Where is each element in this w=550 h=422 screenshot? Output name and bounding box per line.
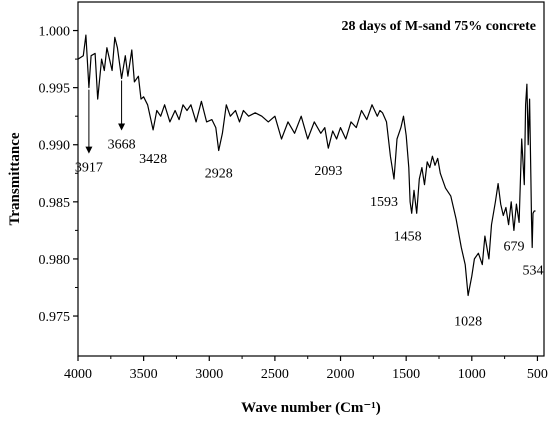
- peak-label: 3668: [108, 138, 136, 153]
- y-tick-label: 0.975: [39, 310, 71, 325]
- y-tick-label: 0.985: [39, 196, 71, 211]
- peak-label: 2093: [314, 164, 342, 179]
- x-tick-label: 4000: [64, 367, 92, 382]
- y-tick-label: 1.000: [39, 25, 71, 40]
- peak-label: 3428: [139, 152, 167, 167]
- peak-label: 3917: [75, 161, 103, 176]
- peak-arrow-head: [118, 123, 126, 131]
- y-tick-label: 0.995: [39, 82, 71, 97]
- y-tick-label: 0.990: [39, 139, 71, 154]
- x-axis-title: Wave number (Cm⁻¹): [241, 400, 381, 416]
- x-tick-label: 3500: [130, 367, 158, 382]
- x-tick-label: 1500: [392, 367, 420, 382]
- peak-label: 1028: [454, 314, 482, 329]
- peak-label: 2928: [205, 166, 233, 181]
- x-tick-label: 3000: [195, 367, 223, 382]
- peak-label: 1458: [394, 229, 422, 244]
- x-tick-label: 2000: [327, 367, 355, 382]
- peak-arrow-head: [85, 146, 93, 154]
- plot-frame: [77, 1, 545, 357]
- peak-label: 1593: [370, 195, 398, 210]
- y-axis-title: Transmittance: [7, 132, 23, 225]
- peak-label: 679: [503, 239, 524, 254]
- y-tick-label: 0.980: [39, 253, 71, 268]
- y-axis: 0.975 0.980 0.985 0.990 0.995 1.000: [39, 25, 78, 325]
- x-tick-label: 500: [527, 367, 548, 382]
- peak-label: 534: [522, 264, 543, 279]
- x-axis: 4000 3500 3000 2500 2000 1500 1000 500: [64, 356, 548, 382]
- chart-title: 28 days of M-sand 75% concrete: [341, 19, 536, 34]
- x-tick-label: 1000: [458, 367, 486, 382]
- series-line: [77, 34, 536, 297]
- x-tick-label: 2500: [261, 367, 289, 382]
